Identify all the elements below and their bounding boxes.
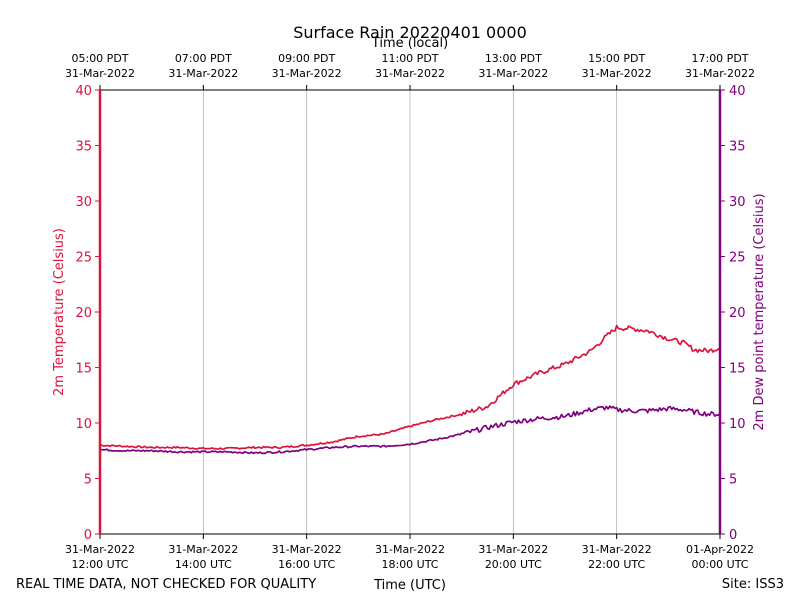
left-tick-label: 20 (75, 306, 92, 321)
right-tick-label: 0 (729, 528, 737, 543)
bottom-tick-date: 31-Mar-2022 (478, 543, 548, 556)
bottom-tick-date: 01-Apr-2022 (686, 543, 754, 556)
bottom-tick-date: 31-Mar-2022 (168, 543, 238, 556)
left-tick-label: 30 (75, 195, 92, 210)
top-tick-date: 31-Mar-2022 (375, 67, 445, 80)
tick-labels: 0 0 5 5 10 10 15 15 20 20 25 25 30 30 35 35 40 40 31-Mar-2… (65, 52, 755, 571)
top-axis-title: Time (local) (371, 36, 448, 51)
right-tick-label: 10 (729, 417, 746, 432)
right-axis-label: 2m Dew point temperature (Celsius) (752, 193, 767, 430)
quality-note: REAL TIME DATA, NOT CHECKED FOR QUALITY (16, 577, 316, 592)
bottom-tick-date: 31-Mar-2022 (272, 543, 342, 556)
top-tick-date: 31-Mar-2022 (685, 67, 755, 80)
dewpoint-line (99, 405, 721, 455)
bottom-tick-time: 14:00 UTC (175, 558, 232, 571)
series-layer (99, 324, 721, 455)
bottom-tick-date: 31-Mar-2022 (65, 543, 135, 556)
right-tick-label: 35 (729, 140, 746, 155)
right-tick-label: 30 (729, 195, 746, 210)
left-tick-label: 40 (75, 84, 92, 99)
left-axis-label: 2m Temperature (Celsius) (52, 228, 67, 396)
left-tick-label: 0 (84, 528, 92, 543)
bottom-tick-time: 00:00 UTC (691, 558, 748, 571)
bottom-tick-time: 20:00 UTC (485, 558, 542, 571)
x-axis-label: Time (UTC) (373, 578, 446, 593)
top-tick-time: 07:00 PDT (175, 52, 232, 65)
vertical-gridlines (202, 90, 618, 534)
bottom-tick-time: 12:00 UTC (71, 558, 128, 571)
left-tick-label: 15 (75, 362, 92, 377)
right-tick-label: 25 (729, 251, 746, 266)
bottom-tick-time: 18:00 UTC (381, 558, 438, 571)
right-tick-label: 40 (729, 84, 746, 99)
site-label: Site: ISS3 (722, 577, 784, 592)
top-tick-time: 17:00 PDT (691, 52, 748, 65)
temperature-line (99, 324, 721, 451)
top-tick-time: 13:00 PDT (485, 52, 542, 65)
bottom-tick-time: 22:00 UTC (588, 558, 645, 571)
top-tick-time: 05:00 PDT (71, 52, 128, 65)
right-tick-label: 15 (729, 362, 746, 377)
bottom-tick-date: 31-Mar-2022 (375, 543, 445, 556)
top-tick-time: 11:00 PDT (381, 52, 438, 65)
left-tick-label: 35 (75, 140, 92, 155)
top-tick-date: 31-Mar-2022 (478, 67, 548, 80)
top-tick-date: 31-Mar-2022 (168, 67, 238, 80)
left-tick-label: 5 (84, 473, 92, 488)
chart-title: Surface Rain 20220401 0000 (293, 23, 527, 42)
right-tick-label: 20 (729, 306, 746, 321)
top-tick-time: 15:00 PDT (588, 52, 645, 65)
bottom-tick-date: 31-Mar-2022 (582, 543, 652, 556)
left-tick-label: 10 (75, 417, 92, 432)
top-tick-date: 31-Mar-2022 (272, 67, 342, 80)
bottom-tick-time: 16:00 UTC (278, 558, 335, 571)
top-tick-date: 31-Mar-2022 (65, 67, 135, 80)
left-tick-label: 25 (75, 251, 92, 266)
top-tick-time: 09:00 PDT (278, 52, 335, 65)
right-tick-label: 5 (729, 473, 737, 488)
top-tick-date: 31-Mar-2022 (582, 67, 652, 80)
